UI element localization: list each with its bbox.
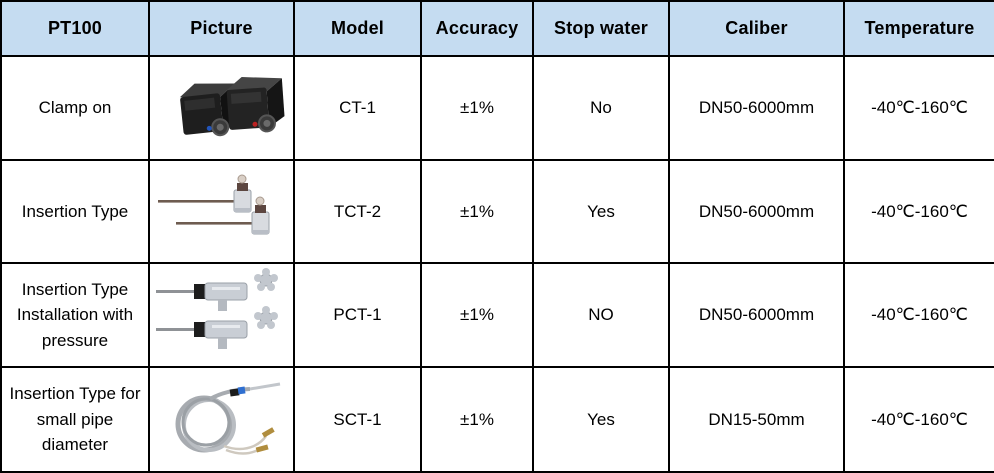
col-header-stop-water: Stop water [532,0,670,57]
col-header-picture: Picture [148,0,295,57]
insertion-probe-image [154,164,289,260]
cell-type: Insertion Type Installation with pressur… [0,262,150,368]
cell-model: TCT-2 [293,159,422,264]
cell-temperature: -40℃-160℃ [843,55,994,161]
col-header-model: Model [293,0,422,57]
table-row: Clamp on [0,55,994,161]
coiled-cable-probe-image [154,372,289,468]
cell-type: Insertion Type [0,159,150,264]
table-header-row: PT100 Picture Model Accuracy Stop water … [0,0,994,57]
cell-stop-water: Yes [532,366,670,473]
cell-caliber: DN15-50mm [668,366,845,473]
cell-stop-water: Yes [532,159,670,264]
col-header-caliber: Caliber [668,0,845,57]
table-row: Insertion Type [0,159,994,264]
cell-caliber: DN50-6000mm [668,262,845,368]
cell-type: Clamp on [0,55,150,161]
cell-temperature: -40℃-160℃ [843,159,994,264]
cell-accuracy: ±1% [420,159,534,264]
cell-accuracy: ±1% [420,366,534,473]
cell-model: CT-1 [293,55,422,161]
cell-caliber: DN50-6000mm [668,55,845,161]
cell-accuracy: ±1% [420,55,534,161]
cell-temperature: -40℃-160℃ [843,262,994,368]
cell-stop-water: NO [532,262,670,368]
cell-picture [148,55,295,161]
table-row: Insertion Type Installation with pressur… [0,262,994,368]
cell-model: PCT-1 [293,262,422,368]
clamp-on-sensor-image [154,60,289,156]
cell-stop-water: No [532,55,670,161]
pressure-insertion-probe-image [154,267,289,363]
cell-caliber: DN50-6000mm [668,159,845,264]
table-row: Insertion Type for small pipe diameter [0,366,994,473]
cell-picture [148,262,295,368]
cell-accuracy: ±1% [420,262,534,368]
cell-type: Insertion Type for small pipe diameter [0,366,150,473]
col-header-accuracy: Accuracy [420,0,534,57]
cell-picture [148,159,295,264]
cell-picture [148,366,295,473]
cell-temperature: -40℃-160℃ [843,366,994,473]
col-header-temperature: Temperature [843,0,994,57]
cell-model: SCT-1 [293,366,422,473]
col-header-pt100: PT100 [0,0,150,57]
